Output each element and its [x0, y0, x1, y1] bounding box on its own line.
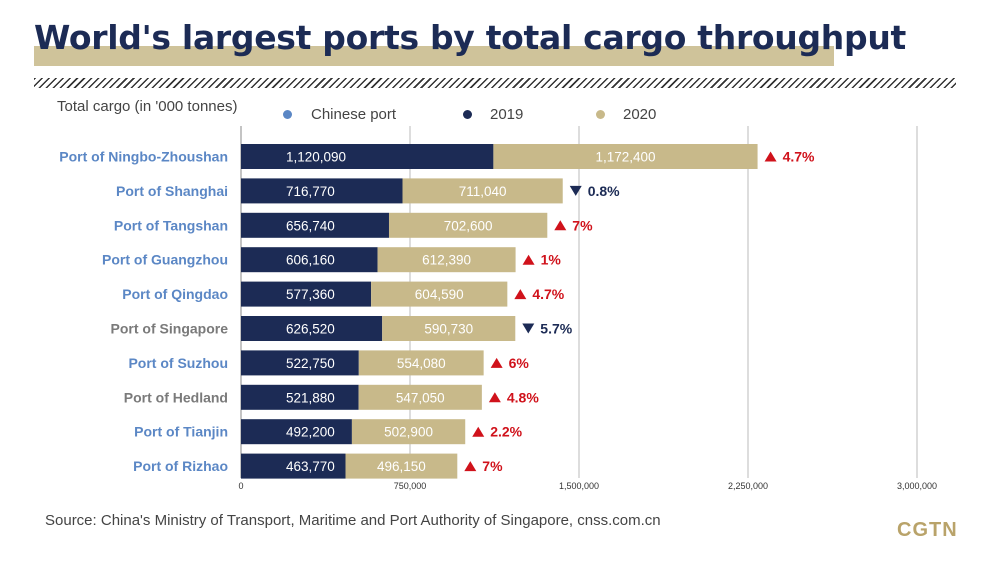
- data-label-2020: 702,600: [444, 218, 493, 233]
- bar-2020: [358, 350, 484, 376]
- bar-2019: [241, 144, 494, 169]
- bar-2020: [493, 144, 758, 169]
- x-tick-label: 3,000,000: [897, 481, 937, 491]
- bar-2019: [241, 419, 352, 445]
- decrease-triangle-icon: [569, 185, 582, 196]
- data-label-2019: 716,770: [286, 184, 335, 199]
- data-label-2019: 463,770: [286, 459, 335, 474]
- bar-2019: [241, 453, 346, 479]
- axis-label: Total cargo (in '000 tonnes): [57, 98, 238, 115]
- source-note: Source: China's Ministry of Transport, M…: [45, 512, 661, 529]
- increase-triangle-icon: [490, 357, 503, 368]
- data-label-2019: 606,160: [286, 253, 335, 268]
- category-label: Port of Guangzhou: [102, 252, 228, 268]
- chart-title: World's largest ports by total cargo thr…: [34, 18, 906, 57]
- bar-2019: [241, 178, 403, 204]
- x-tick-label: 2,250,000: [728, 481, 768, 491]
- data-label-2019: 1,120,090: [286, 150, 346, 165]
- increase-triangle-icon: [522, 254, 535, 265]
- x-tick-label: 750,000: [394, 481, 427, 491]
- change-label: 1%: [541, 252, 562, 268]
- increase-triangle-icon: [488, 392, 501, 403]
- category-label: Port of Tangshan: [114, 217, 228, 233]
- category-label: Port of Rizhao: [133, 458, 228, 474]
- bar-2020: [388, 212, 548, 238]
- change-label: 7%: [572, 217, 593, 233]
- category-label: Port of Qingdao: [122, 286, 228, 302]
- bar-2020: [377, 247, 516, 273]
- data-label-2020: 547,050: [396, 390, 445, 405]
- x-tick-label: 1,500,000: [559, 481, 599, 491]
- legend-chinese-port-label: Chinese port: [311, 106, 397, 123]
- change-label: 0.8%: [588, 183, 620, 199]
- bar-2020: [358, 384, 482, 410]
- change-label: 7%: [482, 458, 503, 474]
- change-label: 6%: [509, 355, 530, 371]
- data-label-2019: 492,200: [286, 425, 335, 440]
- data-label-2020: 604,590: [415, 287, 464, 302]
- title-highlight-band: [34, 46, 834, 66]
- data-label-2019: 521,880: [286, 390, 335, 405]
- change-label: 2.2%: [490, 424, 522, 440]
- bar-2019: [241, 384, 359, 410]
- legend-2020-swatch: [596, 110, 605, 119]
- legend-chinese-port-swatch: [283, 110, 292, 119]
- cgtn-logo: CGTN: [897, 519, 958, 541]
- hatched-divider: [34, 78, 956, 88]
- category-label: Port of Suzhou: [128, 355, 228, 371]
- category-label: Port of Tianjin: [134, 424, 228, 440]
- bar-2019: [241, 247, 378, 273]
- increase-triangle-icon: [472, 426, 485, 437]
- decrease-triangle-icon: [522, 323, 535, 334]
- bar-2019: [241, 316, 383, 341]
- data-label-2020: 612,390: [422, 253, 471, 268]
- data-label-2020: 502,900: [384, 425, 433, 440]
- legend-2020-label: 2020: [623, 106, 657, 123]
- data-label-2019: 626,520: [286, 322, 335, 337]
- bar-2020: [382, 316, 516, 341]
- category-label: Port of Shanghai: [116, 183, 228, 199]
- bar-2019: [241, 281, 372, 307]
- x-tick-label: 0: [238, 481, 243, 491]
- data-label-2020: 711,040: [459, 184, 507, 199]
- increase-triangle-icon: [464, 461, 477, 472]
- data-label-2020: 554,080: [397, 356, 446, 371]
- bar-2020: [345, 453, 458, 479]
- data-label-2019: 577,360: [286, 287, 335, 302]
- legend-2019-swatch: [463, 110, 472, 119]
- increase-triangle-icon: [554, 220, 567, 231]
- data-label-2020: 1,172,400: [595, 150, 655, 165]
- change-label: 4.7%: [532, 286, 564, 302]
- data-label-2019: 522,750: [286, 356, 335, 371]
- bar-2020: [402, 178, 563, 204]
- data-label-2020: 496,150: [377, 459, 426, 474]
- increase-triangle-icon: [514, 289, 527, 300]
- data-label-2019: 656,740: [286, 218, 335, 233]
- bar-2019: [241, 350, 359, 376]
- category-label: Port of Ningbo-Zhoushan: [59, 149, 228, 165]
- bar-2020: [351, 419, 466, 445]
- change-label: 4.8%: [507, 389, 539, 405]
- change-label: 4.7%: [783, 149, 815, 165]
- data-label-2020: 590,730: [424, 322, 473, 337]
- bar-2019: [241, 212, 389, 238]
- increase-triangle-icon: [764, 151, 777, 162]
- bar-2020: [371, 281, 508, 307]
- category-label: Port of Singapore: [111, 321, 229, 337]
- category-label: Port of Hedland: [124, 389, 228, 405]
- change-label: 5.7%: [540, 321, 572, 337]
- legend-2019-label: 2019: [490, 106, 524, 123]
